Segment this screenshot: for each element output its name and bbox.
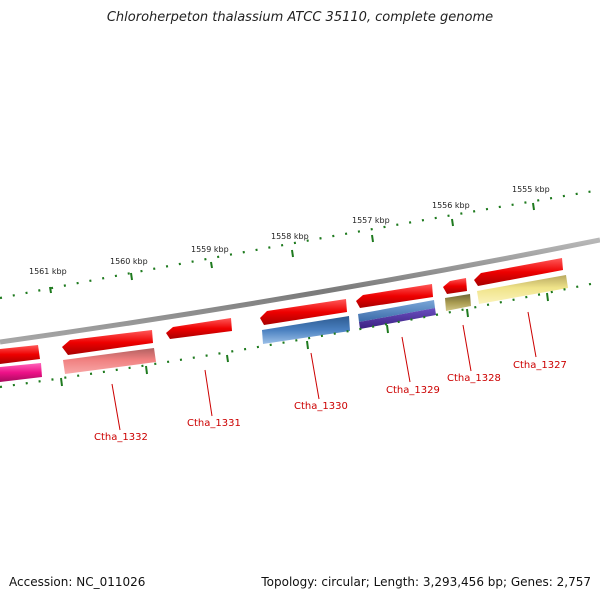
feature-purple[interactable]: [359, 308, 436, 329]
inner-major-tick: [145, 365, 148, 375]
genome-backbone: [0, 237, 600, 345]
gene-label-ctha-1330[interactable]: Ctha_1330: [294, 401, 348, 412]
genome-summary-text: Topology: circular; Length: 3,293,456 bp…: [261, 575, 591, 589]
tick-label-1561: 1561 kbp: [29, 267, 67, 276]
inner-major-tick: [466, 308, 469, 318]
tick-label-1560: 1560 kbp: [110, 257, 148, 266]
major-tick-1560: [130, 272, 133, 281]
tick-label-1556: 1556 kbp: [432, 201, 470, 210]
gene-label-ctha-1331[interactable]: Ctha_1331: [187, 418, 241, 429]
inner-major-tick: [306, 340, 309, 350]
feature-salmon[interactable]: [63, 348, 156, 374]
feature-pink[interactable]: [0, 363, 42, 382]
label-leaders: [111, 311, 537, 431]
gene-label-ctha-1329[interactable]: Ctha_1329: [386, 385, 440, 396]
feature-blue-upper[interactable]: [358, 300, 435, 322]
map-title: Chloroherpeton thalassium ATCC 35110, co…: [106, 10, 494, 25]
major-tick-1555: [532, 202, 535, 211]
cds-arrow-ctha-1332[interactable]: [62, 330, 153, 355]
feature-track: [0, 275, 568, 382]
leader-ctha-1328: [462, 324, 472, 372]
feature-yellow[interactable]: [477, 275, 568, 304]
accession-text: Accession: NC_011026: [9, 575, 146, 589]
cds-arrow-ctha-1329[interactable]: [356, 284, 433, 308]
cds-arrow[interactable]: [0, 345, 40, 364]
leader-ctha-1327: [527, 311, 537, 358]
tick-label-1558: 1558 kbp: [271, 232, 309, 241]
major-tick-1556: [451, 218, 454, 227]
cds-arrow-ctha-1331[interactable]: [166, 318, 232, 339]
leader-ctha-1330: [310, 352, 320, 400]
gene-labels: Ctha_1332 Ctha_1331 Ctha_1330 Ctha_1329 …: [94, 360, 567, 443]
major-tick-1558: [291, 249, 294, 258]
major-tick-1557: [371, 234, 374, 243]
major-tick-1559: [210, 261, 213, 269]
gene-label-ctha-1328[interactable]: Ctha_1328: [447, 373, 501, 384]
inner-major-tick: [60, 377, 63, 387]
gene-label-ctha-1332[interactable]: Ctha_1332: [94, 432, 148, 443]
inner-tick-ring: [0, 280, 600, 389]
inner-major-tick: [226, 354, 229, 363]
inner-major-tick: [546, 292, 549, 302]
feature-blue[interactable]: [262, 316, 350, 344]
leader-ctha-1332: [111, 383, 121, 431]
leader-ctha-1329: [401, 336, 411, 383]
tick-labels: 1561 kbp 1560 kbp 1559 kbp 1558 kbp 1557…: [29, 185, 550, 276]
cds-arrow-ctha-1327[interactable]: [474, 258, 563, 286]
major-tick-1561: [49, 286, 52, 294]
cds-arrow-ctha-1328[interactable]: [443, 278, 467, 294]
tick-label-1557: 1557 kbp: [352, 216, 390, 225]
inner-major-tick: [386, 324, 389, 334]
feature-olive[interactable]: [445, 294, 471, 311]
leader-ctha-1331: [204, 369, 213, 417]
cds-track: [0, 258, 563, 364]
outer-tick-ring: [0, 188, 600, 300]
gene-label-ctha-1327[interactable]: Ctha_1327: [513, 360, 567, 371]
cds-arrow-ctha-1330[interactable]: [260, 299, 347, 325]
tick-label-1555: 1555 kbp: [512, 185, 550, 194]
tick-label-1559: 1559 kbp: [191, 245, 229, 254]
